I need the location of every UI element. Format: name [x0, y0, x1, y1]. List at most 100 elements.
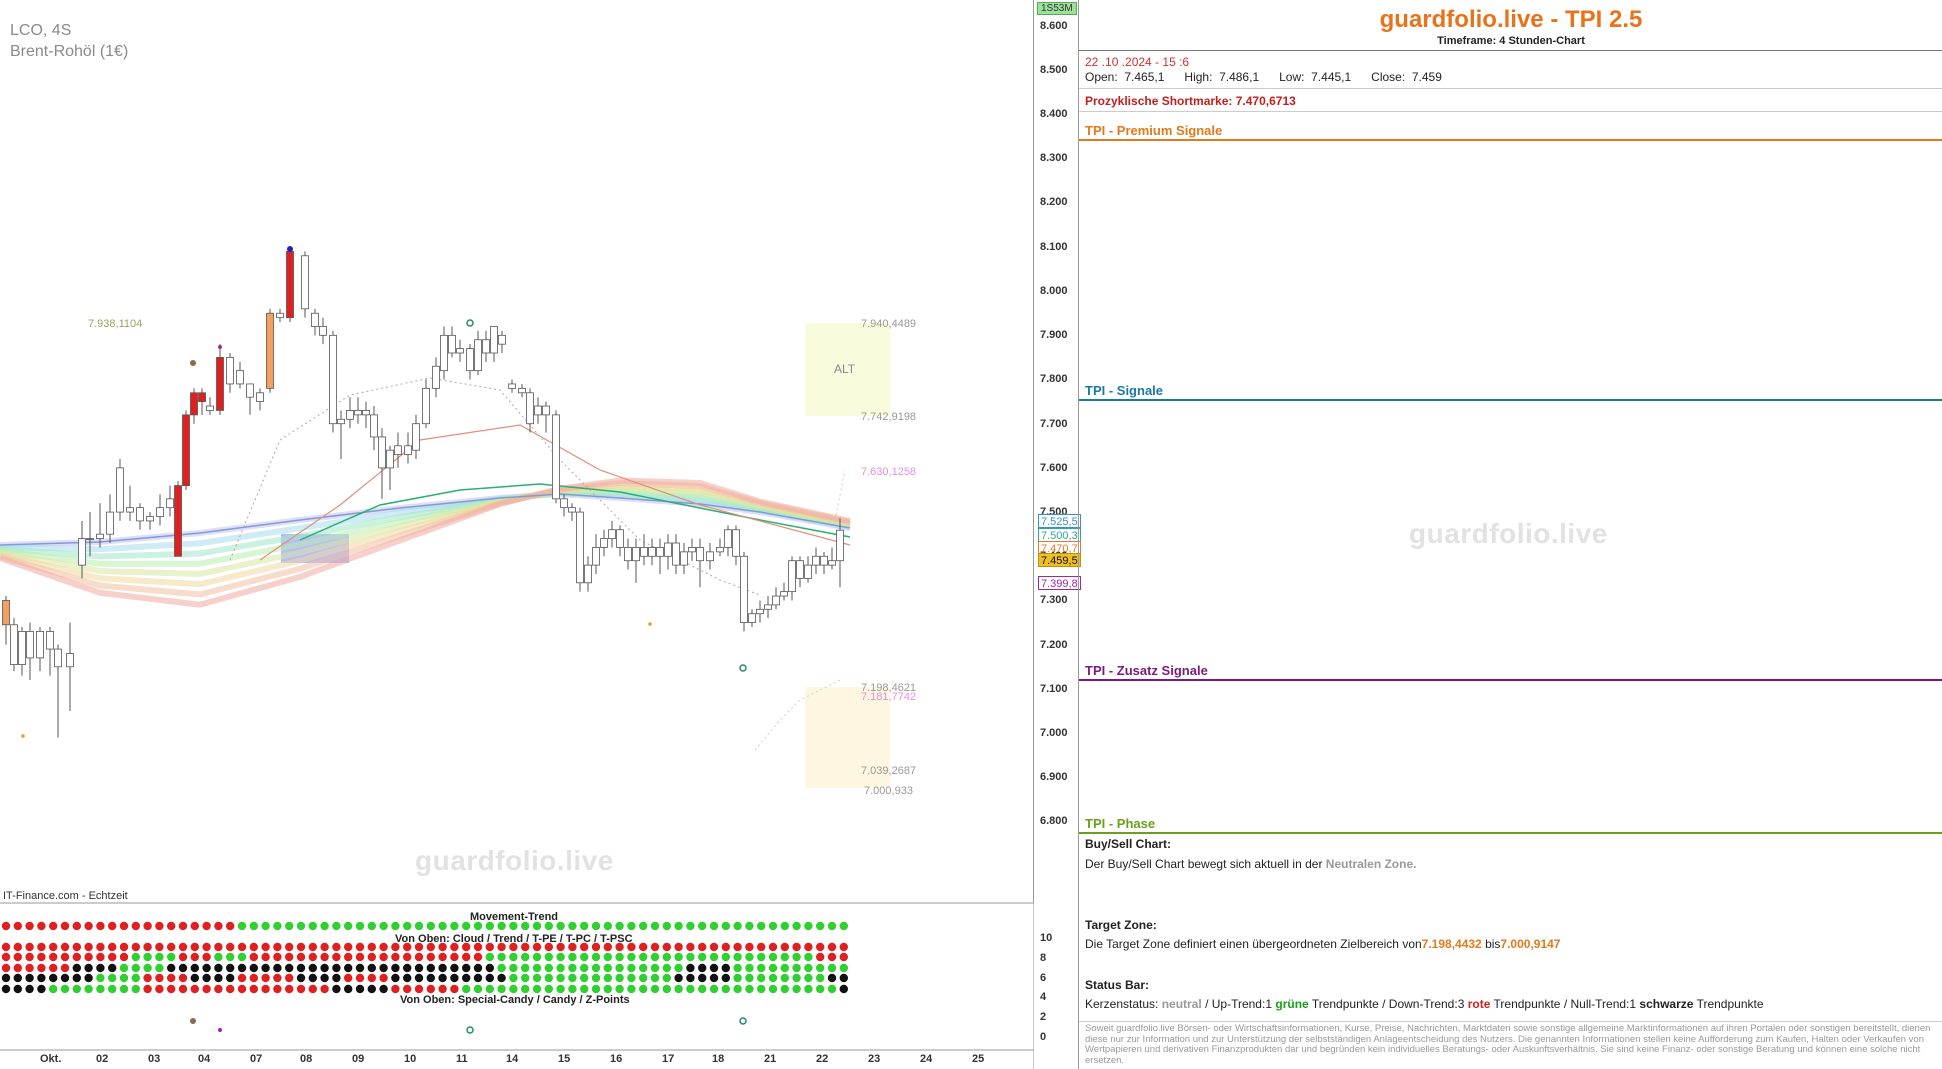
indicator-dot: [426, 984, 435, 994]
indicator-dot: [591, 952, 601, 962]
indicator-dot: [226, 921, 235, 931]
indicator-dot: [686, 921, 695, 931]
indicator-dot: [25, 952, 34, 962]
indicator-dot: [709, 984, 719, 994]
indicator-dot: [296, 921, 306, 931]
indicator-dot: [37, 963, 46, 973]
indicator-dot: [320, 973, 329, 983]
indicator-dot: [308, 952, 317, 962]
indicator-dot: [403, 921, 412, 931]
indicator-dot: [580, 963, 589, 973]
indicator-dot: [485, 942, 494, 952]
indicator-dot: [143, 984, 152, 994]
zone-label-2: 7.742,9198: [861, 411, 917, 423]
indicator-dot: [580, 921, 589, 931]
signal-marker: [287, 246, 293, 252]
date-axis-label: 10: [404, 1053, 417, 1065]
price-chart[interactable]: [0, 0, 1034, 1069]
indicator-dot: [96, 963, 105, 973]
candle-body: [534, 405, 542, 416]
indicator-dot: [25, 984, 34, 994]
candle-body: [412, 423, 420, 451]
indicator-dot: [544, 921, 553, 931]
chart-area[interactable]: LCO, 4S Brent-Rohöl (1€) guardfolio.live…: [0, 0, 1081, 1069]
target-from: 7.198,4432: [1421, 937, 1482, 951]
indicator-dot: [72, 963, 82, 973]
indicator-dot: [497, 984, 506, 994]
zone-label-4: 7.198,4621: [861, 682, 917, 694]
indicator-dot: [37, 973, 46, 983]
indicator-dot: [639, 952, 648, 962]
indicator-dot: [367, 973, 376, 983]
indicator-dot: [544, 984, 553, 994]
date-axis-label: 17: [662, 1053, 675, 1065]
indicator-dot: [237, 973, 247, 983]
candle-body: [106, 511, 114, 535]
indicator-dot: [143, 963, 152, 973]
indicator-dot: [214, 942, 223, 952]
signal-marker: [218, 345, 222, 349]
indicator-dot: [733, 963, 742, 973]
indicator-dot: [308, 942, 317, 952]
indicator-dot: [119, 963, 129, 973]
price-tag: 7.500,3: [1038, 528, 1081, 542]
indicator-dot: [285, 963, 294, 973]
indicator-dot: [296, 973, 306, 983]
candle-body: [456, 348, 464, 354]
indicator-dot: [320, 952, 329, 962]
indicator-dot: [37, 984, 46, 994]
indicator-dot: [450, 942, 459, 952]
indicator-dot: [497, 952, 506, 962]
indicator-dot: [521, 984, 530, 994]
indicator-dot: [733, 984, 742, 994]
indicator-dot: [757, 921, 766, 931]
indicator-dot: [721, 942, 730, 952]
indicator-dot: [96, 942, 105, 952]
indicator-dot: [155, 952, 164, 962]
indicator-dot: [355, 973, 365, 983]
indicator-dot: [202, 921, 211, 931]
indicator-dot: [60, 942, 70, 952]
price-axis-label: 8.500: [1040, 64, 1068, 76]
indicator-dot: [296, 942, 306, 952]
indicator-dot: [403, 973, 412, 983]
candle-body: [126, 507, 134, 513]
indicator-dot: [757, 952, 766, 962]
indicator-dot: [745, 984, 754, 994]
indicator-dot: [556, 952, 565, 962]
indicator-dot: [780, 973, 789, 983]
indicator-dot: [167, 952, 176, 962]
indicator-dot: [403, 963, 412, 973]
indicator-dot: [72, 984, 82, 994]
indicator-dot: [544, 942, 553, 952]
target-title: Target Zone:: [1085, 918, 1157, 932]
indicator-dot: [816, 921, 825, 931]
indicator-dot: [49, 963, 58, 973]
indicator-dot: [650, 942, 660, 952]
indicator-dot: [391, 942, 400, 952]
status-title: Status Bar:: [1085, 978, 1150, 992]
indicator-dot: [780, 984, 789, 994]
date-axis-label: 04: [198, 1053, 211, 1065]
indicator-dot: [25, 963, 34, 973]
candle-body: [362, 410, 370, 416]
indicator-dot: [273, 952, 282, 962]
indicator-dot: [521, 952, 530, 962]
indicator-dot: [131, 984, 140, 994]
indicator-dot: [426, 942, 435, 952]
indicator-dot: [344, 921, 353, 931]
indicator-dot: [603, 963, 612, 973]
candle-body: [482, 339, 490, 354]
indicator-dot: [320, 942, 329, 952]
candle-body: [54, 648, 62, 668]
date-axis-label: 25: [972, 1053, 985, 1065]
indicator-dot: [473, 984, 483, 994]
indicator-dot: [544, 973, 553, 983]
signal-marker: [648, 622, 652, 626]
indicator-dot: [355, 963, 365, 973]
candle-body: [474, 339, 482, 372]
indicator-dot: [332, 921, 341, 931]
indicator-dot: [60, 952, 70, 962]
indicator-dot: [816, 963, 825, 973]
indicator-dot: [556, 942, 565, 952]
